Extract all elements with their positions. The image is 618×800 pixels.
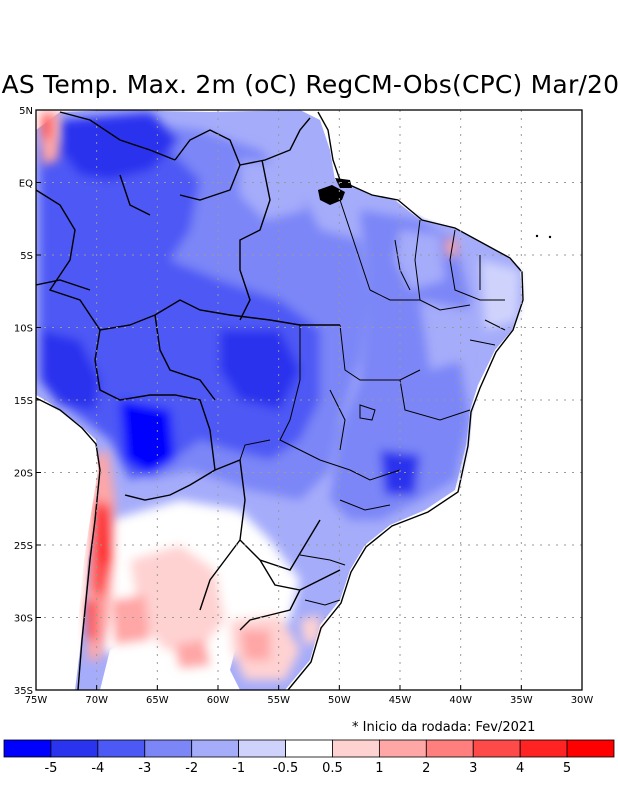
longitude-axis: 75W 70W 65W 60W 55W 50W 45W 40W 35W 30W (25, 685, 594, 706)
colorbar-label: -2 (185, 761, 198, 776)
colorbar-swatch (425, 739, 474, 758)
lon-tick-label: 30W (571, 695, 594, 706)
country-borders (36, 111, 524, 690)
colorbar-label: 5 (563, 761, 571, 776)
lat-tick-label: 5S (20, 251, 33, 262)
colorbar-swatch (3, 739, 52, 758)
colorbar-swatch (472, 739, 521, 758)
lon-tick-label: 40W (449, 695, 472, 706)
colorbar-label: 2 (422, 761, 430, 776)
lat-tick-label: 15S (14, 396, 33, 407)
colorbar-swatch (50, 739, 99, 758)
lat-tick-label: EQ (19, 179, 33, 190)
colorbar-swatch (144, 739, 193, 758)
colorbar-label: -3 (138, 761, 151, 776)
grid-lines (36, 110, 582, 690)
lon-tick-label: 60W (207, 695, 230, 706)
coastal-islands (318, 178, 552, 239)
colorbar-swatch (519, 739, 568, 758)
colorbar: -5 -4 -3 -2 -1 -0.5 0.5 1 2 3 4 5 (3, 739, 615, 776)
colorbar-swatch (378, 739, 427, 758)
run-start-note: * Inicio da rodada: Fev/2021 (352, 720, 536, 735)
map-title: IAS Temp. Max. 2m (oC) RegCM-Obs(CPC) Ma… (0, 70, 618, 99)
colorbar-label: -4 (91, 761, 104, 776)
colorbar-swatch (97, 739, 146, 758)
lat-tick-label: 35S (14, 686, 33, 697)
colorbar-swatch (285, 739, 333, 758)
lon-tick-label: 35W (510, 695, 533, 706)
lon-tick-label: 50W (328, 695, 351, 706)
lat-tick-label: 20S (14, 469, 33, 480)
colorbar-label: 4 (516, 761, 524, 776)
colorbar-swatch (332, 739, 380, 758)
colorbar-swatch (238, 739, 286, 758)
colorbar-label: 0.5 (322, 761, 343, 776)
lat-tick-label: 30S (14, 614, 33, 625)
latitude-axis: 5N EQ 5S 10S 15S 20S 25S 30S 35S (14, 106, 41, 697)
colorbar-label: 1 (375, 761, 383, 776)
lat-tick-label: 10S (14, 324, 33, 335)
lat-tick-label: 5N (19, 106, 33, 117)
colorbar-swatch (566, 739, 615, 758)
lon-tick-label: 70W (85, 695, 108, 706)
state-borders (239, 199, 506, 606)
colorbar-label: 3 (469, 761, 477, 776)
lon-tick-label: 55W (267, 695, 290, 706)
lon-tick-label: 65W (146, 695, 169, 706)
colorbar-swatch (191, 739, 240, 758)
lon-tick-label: 45W (389, 695, 412, 706)
colorbar-label: -1 (232, 761, 245, 776)
colorbar-label: -5 (44, 761, 57, 776)
colorbar-label: -0.5 (273, 761, 298, 776)
lat-tick-label: 25S (14, 541, 33, 552)
lon-tick-label: 75W (25, 695, 48, 706)
